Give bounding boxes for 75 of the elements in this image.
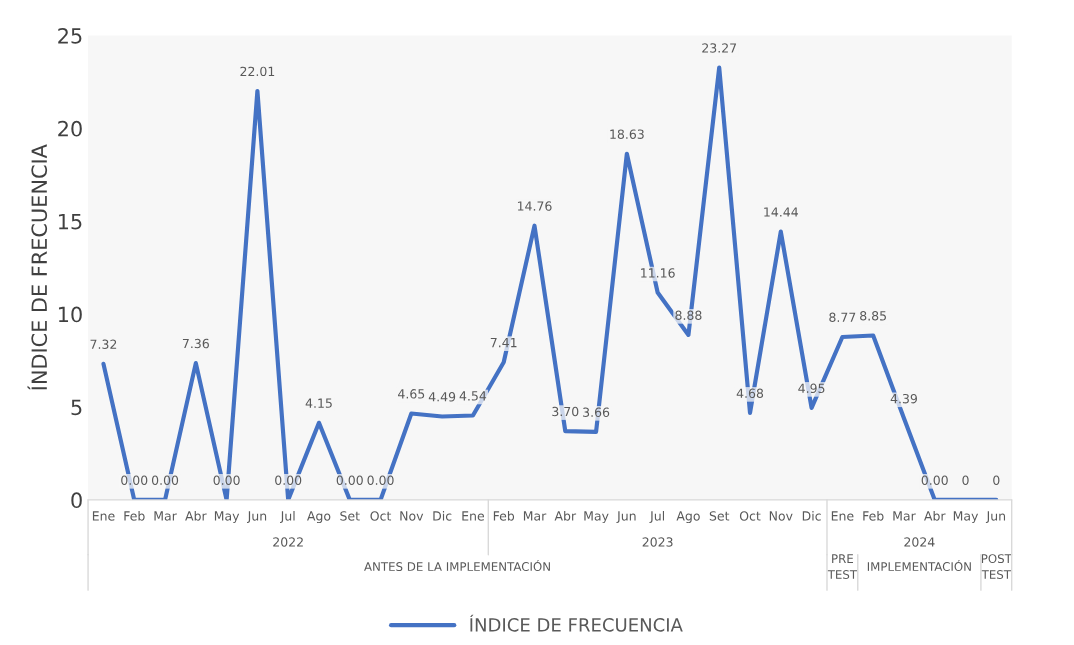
data-label: 14.44: [764, 207, 798, 217]
data-label: 18.63: [610, 129, 644, 139]
x-tick-label: May: [953, 511, 979, 524]
text: 2024: [904, 537, 935, 547]
x-tick-label: Abr: [924, 510, 946, 521]
data-label: 0.00: [336, 475, 363, 485]
data-label: 0.00: [121, 475, 148, 485]
data-label: 0.00: [213, 475, 240, 485]
data-label: 7.41: [490, 338, 517, 348]
x-tick-label: Set: [340, 511, 360, 521]
x-tick-label: Nov: [769, 511, 793, 521]
data-label: 7.32: [90, 339, 117, 349]
data-label: 0.00: [367, 475, 394, 485]
text: POST TEST: [981, 554, 1012, 579]
x-tick-label: Set: [709, 511, 730, 521]
y-tick-label: 5: [71, 399, 82, 416]
text: 2022: [273, 537, 303, 547]
data-label: 7.36: [182, 338, 209, 349]
x-tick-label: Nov: [400, 511, 424, 521]
x-tick-label: Abr: [554, 510, 577, 521]
x-tick-label: Mar: [893, 511, 916, 521]
y-tick-label: 15: [58, 213, 82, 230]
x-tick-label: Feb: [493, 510, 515, 521]
x-tick-label: Mar: [523, 511, 547, 521]
data-label: 8.88: [675, 310, 702, 320]
data-label: 8.77: [829, 312, 856, 323]
x-tick-label: Dic: [433, 510, 452, 521]
x-tick-label: Jun: [985, 511, 1006, 523]
text: IMPLEMENTACIÓN: [867, 559, 971, 572]
data-label: 22.01: [240, 66, 275, 77]
text: ANTES DE LA IMPLEMENTACIÓN: [364, 559, 550, 572]
y-tick-label: 0: [71, 492, 82, 509]
x-tick-label: Ene: [831, 511, 854, 521]
data-label: 4.39: [890, 393, 917, 404]
data-label: 4.15: [305, 398, 332, 408]
text: 2023: [642, 537, 673, 547]
x-tick-label: Oct: [739, 511, 761, 521]
x-tick-label: Jul: [649, 510, 665, 523]
y-tick-label: 25: [58, 27, 82, 44]
y-tick-label: 10: [58, 306, 82, 323]
x-tick-label: Feb: [863, 510, 884, 521]
x-tick-label: Ene: [462, 511, 485, 521]
data-label: 4.95: [798, 383, 825, 393]
data-label: 8.85: [860, 311, 886, 321]
x-tick-label: May: [584, 511, 609, 524]
x-tick-label: Dic: [802, 510, 821, 521]
data-label: 3.66: [583, 407, 610, 417]
data-label: 0: [993, 475, 1000, 485]
y-tick-label: 20: [58, 120, 82, 137]
data-label: 0: [962, 475, 969, 485]
x-tick-label: Ago: [307, 511, 331, 524]
data-label: 4.49: [428, 392, 456, 402]
data-label: 11.16: [641, 268, 675, 278]
data-label: 0.00: [275, 475, 302, 485]
legend-label: ÍNDICE DE FRECUENCIA: [470, 614, 683, 632]
y-axis-title: ÍNDICE DE FRECUENCIA: [27, 144, 48, 390]
data-label: 4.68: [736, 388, 764, 399]
x-tick-label: Jun: [616, 511, 636, 523]
x-tick-label: Jun: [246, 511, 267, 523]
data-label: 3.70: [552, 406, 579, 417]
x-tick-label: Feb: [124, 510, 145, 521]
text: PRE TEST: [827, 554, 858, 579]
data-label: 4.54: [459, 391, 487, 401]
data-label: 14.76: [517, 201, 552, 211]
data-label: 4.65: [398, 389, 425, 399]
x-tick-label: May: [214, 511, 240, 524]
data-label: 0.00: [151, 475, 179, 485]
data-label: 23.27: [702, 43, 737, 53]
data-label: 0.00: [921, 475, 948, 485]
x-tick-label: Ago: [676, 511, 700, 524]
x-tick-label: Mar: [154, 511, 177, 521]
x-tick-label: Ene: [92, 511, 115, 521]
x-tick-label: Oct: [370, 511, 392, 521]
x-tick-label: Jul: [280, 510, 295, 523]
x-tick-label: Abr: [185, 510, 207, 521]
